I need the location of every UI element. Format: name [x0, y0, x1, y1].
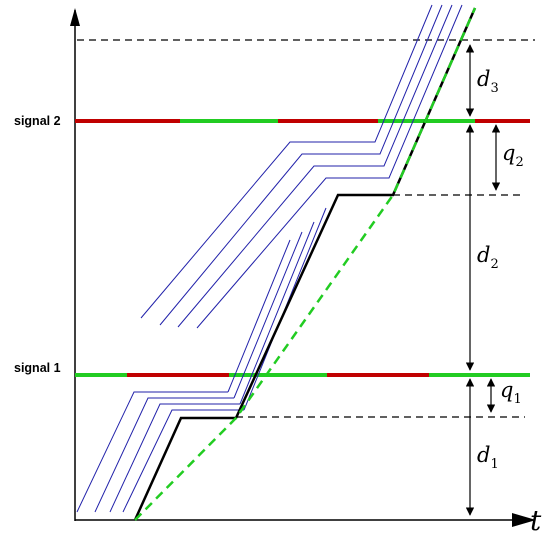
dashed-green-trajectory — [134, 7, 477, 521]
neighbor-trajectory-upper-1 — [140, 4, 433, 319]
neighbor-trajectory-lower-2 — [94, 397, 234, 513]
q1-label: q1 — [500, 378, 522, 407]
neighbor-trajectory-upper-2 — [159, 4, 443, 326]
d1-label: d1 — [477, 443, 499, 472]
x-axis-arrowhead — [512, 513, 536, 527]
main-trajectory — [133, 7, 477, 521]
signal-1-label: signal 1 — [14, 361, 61, 375]
dimension-arrows — [465, 44, 501, 516]
signal-2-label: signal 2 — [14, 114, 61, 128]
d2-label: d2 — [477, 243, 499, 272]
q2-label: q2 — [502, 141, 524, 170]
lower-neighbor-trajectories — [76, 391, 244, 513]
neighbor-trajectory-mid-3 — [239, 221, 315, 405]
upper-neighbor-trajectories — [140, 4, 463, 329]
neighbor-trajectory-mid-2 — [233, 231, 303, 399]
neighbor-trajectory-upper-4 — [196, 4, 463, 329]
middle-neighbor-trajectories — [227, 207, 327, 411]
neighbor-trajectory-lower-3 — [109, 403, 240, 513]
x-axis-label: t — [530, 504, 542, 537]
neighbor-trajectory-lower-4 — [122, 409, 244, 513]
neighbor-trajectory-upper-3 — [177, 4, 453, 328]
neighbor-trajectory-lower-1 — [76, 391, 228, 513]
y-axis-arrowhead — [70, 8, 80, 26]
neighbor-trajectory-mid-1 — [227, 239, 291, 393]
d3-label: d3 — [477, 67, 499, 96]
